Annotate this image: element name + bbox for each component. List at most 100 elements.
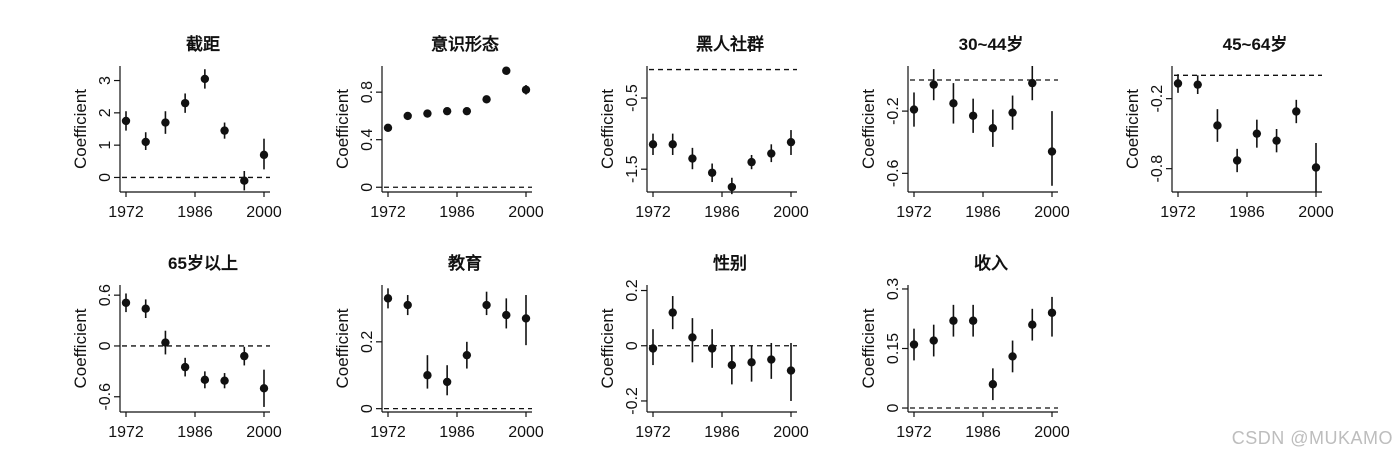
data-point	[200, 74, 210, 84]
y-axis-label: Coefficient	[598, 89, 617, 169]
x-tick-label: 1986	[439, 204, 475, 221]
data-point	[121, 116, 131, 126]
chart-title: 收入	[974, 253, 1008, 273]
y-axis-label: Coefficient	[71, 89, 90, 169]
x-tick-label: 1972	[896, 204, 932, 221]
data-point	[462, 106, 472, 116]
data-point	[1047, 308, 1057, 317]
data-point	[180, 98, 190, 108]
data-point	[161, 338, 170, 347]
data-point	[648, 140, 658, 149]
data-point	[786, 137, 796, 147]
y-tick-label: -0.6	[97, 383, 114, 411]
x-tick-label: 2000	[508, 424, 544, 441]
data-point	[180, 362, 190, 372]
y-axis-label: Coefficient	[1123, 89, 1142, 169]
data-point	[403, 300, 412, 310]
data-point	[423, 109, 432, 118]
data-point	[1252, 129, 1262, 138]
x-tick-label: 1972	[108, 424, 144, 441]
y-tick-label: -1.5	[624, 155, 641, 183]
chart-panel: 65岁以上 0.6 0 -0.6 Coefficient 1972 1986 2000	[71, 253, 282, 441]
data-point	[462, 350, 472, 360]
x-tick-label: 2000	[246, 424, 282, 441]
chart-title: 30~44岁	[959, 34, 1024, 54]
chart-panel: 黑人社群 -0.5 -1.5 Coefficient 1972 1986 2000	[598, 34, 809, 221]
data-point	[968, 316, 978, 325]
x-tick-label: 2000	[773, 424, 809, 441]
y-tick-label: 0.2	[624, 279, 641, 301]
data-point	[949, 99, 958, 108]
data-point	[988, 124, 998, 133]
data-point	[707, 344, 717, 353]
y-axis-label: Coefficient	[598, 308, 617, 388]
x-tick-label: 1986	[1229, 204, 1265, 221]
x-tick-label: 1972	[896, 424, 932, 441]
y-tick-label: -0.2	[885, 97, 902, 125]
chart-panel: 教育 0 0.2 Coefficient 1972 1986 2000	[333, 253, 544, 441]
data-point	[240, 351, 249, 361]
x-tick-label: 1986	[965, 424, 1001, 441]
y-tick-label: 0.2	[359, 331, 376, 353]
data-point	[1193, 80, 1202, 89]
y-tick-label: 0	[359, 183, 376, 192]
data-point	[727, 360, 737, 370]
x-tick-label: 1972	[370, 204, 406, 221]
data-point	[502, 310, 511, 320]
data-point	[688, 154, 697, 163]
data-point	[707, 168, 717, 177]
y-tick-label: -0.6	[885, 159, 902, 187]
data-point	[240, 176, 249, 185]
chart-panel: 收入 0 0.15 0.3 Coefficient 1972 1986 2000	[859, 253, 1070, 441]
y-axis-label: Coefficient	[333, 308, 352, 388]
x-tick-label: 2000	[1034, 424, 1070, 441]
x-tick-label: 1972	[108, 204, 144, 221]
y-tick-label: 0.6	[97, 284, 114, 306]
data-point	[423, 371, 432, 380]
data-point	[767, 149, 776, 158]
y-tick-label: 0	[359, 404, 376, 413]
chart-panel: 30~44岁 -0.2 -0.6 Coefficient 1972 1986 2000	[859, 34, 1070, 221]
data-point	[383, 123, 393, 133]
chart-panel: 45~64岁 -0.2 -0.8 Coefficient 1972 1986 2000	[1123, 34, 1334, 221]
data-point	[929, 80, 938, 89]
data-point	[688, 333, 697, 342]
y-axis-label: Coefficient	[859, 89, 878, 169]
data-point	[141, 137, 150, 147]
chart-panel: 截距 0 1 2 3 Coefficient 1972 1986 2000	[71, 34, 282, 221]
data-point	[1008, 352, 1017, 361]
x-tick-label: 2000	[508, 204, 544, 221]
chart-title: 意识形态	[431, 34, 499, 54]
data-point	[1028, 320, 1037, 329]
data-point	[668, 308, 677, 317]
x-tick-label: 1986	[704, 424, 740, 441]
data-point	[502, 66, 511, 75]
data-point	[1311, 163, 1321, 172]
data-point	[909, 340, 919, 349]
data-point	[648, 344, 658, 353]
y-tick-label: -0.2	[624, 387, 641, 415]
data-point	[988, 380, 998, 389]
data-point	[259, 150, 269, 160]
x-tick-label: 1986	[965, 204, 1001, 221]
data-point	[767, 355, 776, 364]
data-point	[442, 106, 452, 116]
y-tick-label: 0	[97, 173, 114, 182]
y-tick-label: 2	[97, 108, 114, 117]
y-tick-label: 0.4	[359, 128, 376, 150]
data-point	[220, 376, 229, 385]
chart-title: 截距	[186, 34, 220, 54]
data-point	[747, 157, 756, 167]
chart-title: 性别	[713, 253, 747, 273]
x-tick-label: 1986	[177, 424, 213, 441]
data-point	[121, 298, 131, 307]
y-tick-label: 0	[97, 341, 114, 350]
x-tick-label: 2000	[1034, 204, 1070, 221]
data-point	[259, 384, 269, 393]
x-tick-label: 1972	[1160, 204, 1196, 221]
y-tick-label: -0.5	[624, 84, 641, 112]
y-tick-label: 0.3	[885, 278, 902, 300]
x-tick-label: 2000	[246, 204, 282, 221]
data-point	[1292, 107, 1301, 116]
y-axis-label: Coefficient	[859, 308, 878, 388]
